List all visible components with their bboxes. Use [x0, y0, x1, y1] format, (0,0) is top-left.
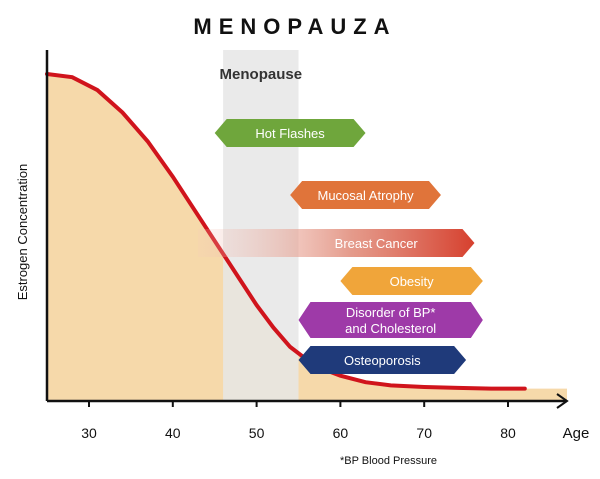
symptom-arrow-label: Obesity: [390, 274, 435, 289]
y-axis-label: Estrogen Concentration: [15, 164, 30, 301]
symptom-arrow-shape: [197, 229, 475, 257]
x-tick-label: 80: [500, 425, 516, 441]
estrogen-curve: [45, 72, 527, 391]
estrogen-area: [47, 74, 567, 401]
symptom-arrow: Obesity: [340, 267, 483, 295]
symptom-arrow-label: Breast Cancer: [335, 236, 419, 251]
symptom-arrow-shape: [298, 346, 467, 374]
x-tick-label: 50: [249, 425, 265, 441]
plot-area: Menopause Hot Flashes Mucosal Atrophy Breas…: [45, 50, 569, 441]
symptom-arrow-shape: [214, 119, 366, 147]
symptom-arrow: Disorder of BP*and Cholesterol: [298, 302, 483, 338]
symptom-arrow-shape: [290, 181, 441, 209]
x-tick-label: 70: [416, 425, 432, 441]
symptom-arrow-label: Hot Flashes: [255, 126, 325, 141]
symptom-arrow: Mucosal Atrophy: [290, 181, 441, 209]
symptom-arrow: Hot Flashes: [214, 119, 366, 147]
footnote: *BP Blood Pressure: [340, 455, 437, 467]
symptom-arrow: Osteoporosis: [298, 346, 467, 374]
symptom-arrow-shape: [298, 302, 483, 338]
x-tick-label: 60: [333, 425, 349, 441]
x-tick-label: 40: [165, 425, 181, 441]
symptom-arrow: Breast Cancer: [197, 229, 475, 257]
symptom-arrow-label: Mucosal Atrophy: [317, 188, 414, 203]
symptom-arrow-label: Disorder of BP*: [346, 305, 436, 320]
chart-title: MENOPAUZA: [193, 14, 396, 39]
x-axis-label: Age: [563, 425, 590, 442]
x-tick-label: 30: [81, 425, 97, 441]
menopause-label: Menopause: [220, 66, 303, 83]
symptom-arrow-label: and Cholesterol: [345, 321, 436, 336]
x-axis-arrowhead: [556, 393, 569, 409]
menopause-band: [223, 50, 299, 401]
symptom-arrow-shape: [340, 267, 483, 295]
symptom-arrow-label: Osteoporosis: [344, 353, 421, 368]
